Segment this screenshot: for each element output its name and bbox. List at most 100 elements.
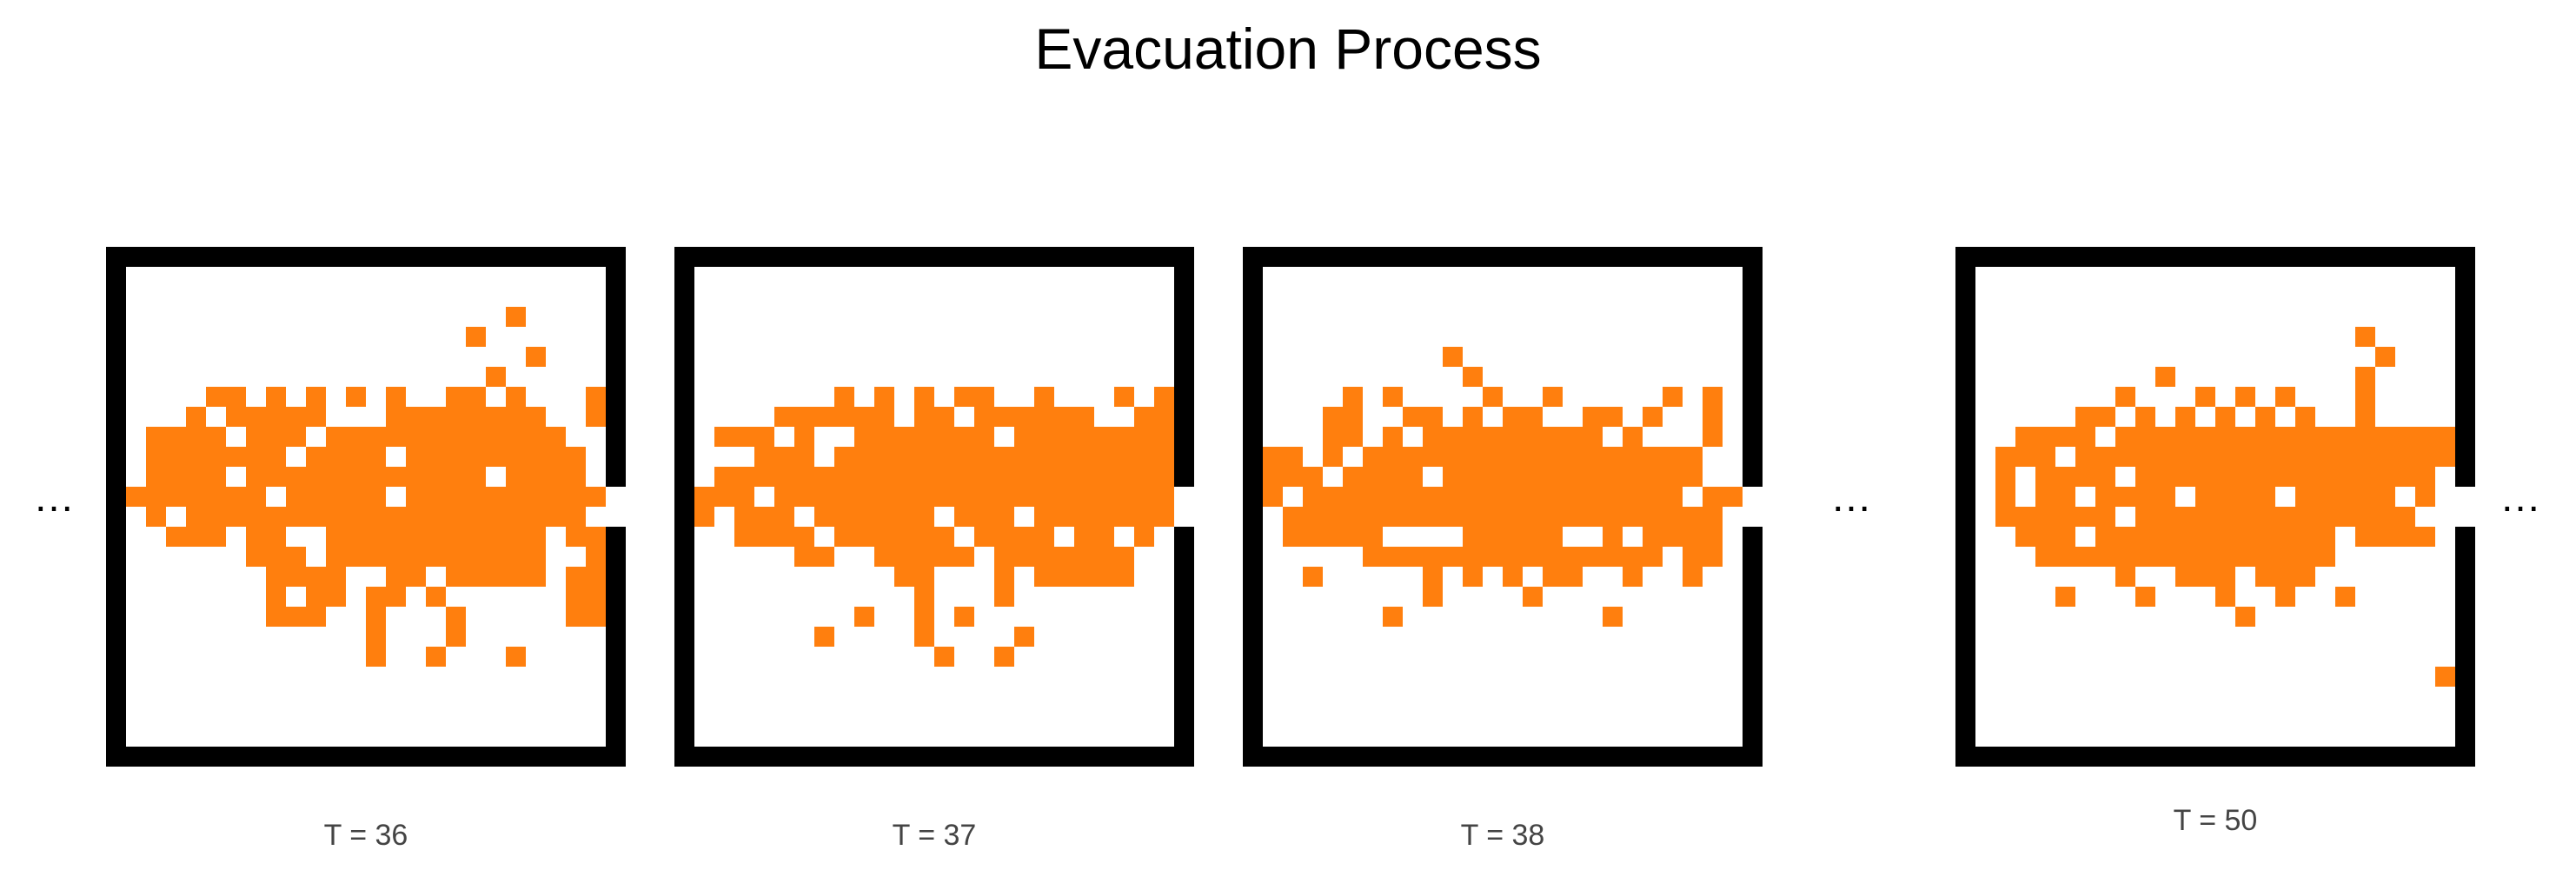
agent-cell — [994, 407, 1014, 427]
agent-cell — [1303, 507, 1323, 527]
agent-cell — [1443, 467, 1463, 487]
agent-cell — [854, 407, 874, 427]
wall-right-upper — [2455, 247, 2475, 487]
agent-cell — [1563, 447, 1583, 467]
agent-cell — [2195, 507, 2215, 527]
agent-cell — [226, 387, 246, 407]
agent-cell — [1643, 527, 1663, 547]
agent-cell — [186, 407, 206, 427]
agent-cell — [754, 507, 774, 527]
agent-cell — [466, 447, 486, 467]
agent-cell — [1283, 467, 1303, 487]
agent-cell — [1703, 387, 1723, 407]
agent-cell — [386, 387, 406, 407]
agent-cell — [1643, 507, 1663, 527]
agent-cell — [1134, 467, 1154, 487]
agent-cell — [974, 387, 994, 407]
agent-cell — [546, 427, 566, 447]
agent-cell — [146, 427, 166, 447]
agent-cell — [2075, 427, 2095, 447]
agent-cell — [1483, 427, 1503, 447]
agent-cell — [1074, 447, 1094, 467]
agent-cell — [2275, 427, 2295, 447]
agent-cell — [834, 467, 854, 487]
agent-cell — [2235, 387, 2255, 407]
agent-cell — [226, 407, 246, 427]
agent-cell — [1383, 447, 1403, 467]
agent-cell — [1154, 507, 1174, 527]
agent-cell — [854, 487, 874, 507]
room-panel: T = 37 — [674, 247, 1194, 852]
agent-cell — [1383, 607, 1403, 627]
agent-cell — [2175, 567, 2195, 587]
agent-cell — [346, 427, 366, 447]
agent-cell — [714, 467, 734, 487]
agent-cell — [306, 407, 326, 427]
agent-cell — [2035, 447, 2055, 467]
agent-cell — [246, 507, 266, 527]
agent-cell — [894, 507, 914, 527]
agent-cell — [366, 507, 386, 527]
agent-cell — [526, 507, 546, 527]
agent-cell — [1483, 447, 1503, 467]
agent-cell — [1563, 507, 1583, 527]
agent-cell — [1583, 447, 1603, 467]
agent-cell — [506, 307, 526, 327]
agent-cell — [406, 487, 426, 507]
agent-cell — [2055, 587, 2075, 607]
agent-cell — [246, 407, 266, 427]
agent-cell — [894, 487, 914, 507]
agent-cell — [2055, 507, 2075, 527]
agent-cell — [794, 467, 814, 487]
agent-cell — [714, 487, 734, 507]
agent-cell — [266, 507, 286, 527]
agent-cell — [2115, 387, 2135, 407]
agent-cell — [466, 507, 486, 527]
wall-right-upper — [606, 247, 626, 487]
agent-cell — [994, 567, 1014, 587]
agent-cell — [774, 467, 794, 487]
agent-cell — [1643, 547, 1663, 567]
agent-cell — [2055, 527, 2075, 547]
agent-cell — [2435, 667, 2455, 687]
wall-right-lower — [1174, 527, 1194, 767]
agent-cell — [2055, 467, 2075, 487]
agent-cell — [2135, 467, 2155, 487]
agent-cell — [2155, 427, 2175, 447]
wall-top — [674, 247, 1194, 267]
agent-cell — [1014, 467, 1034, 487]
agent-cell — [1363, 447, 1383, 467]
agent-cell — [1463, 367, 1483, 387]
agent-cell — [1503, 527, 1523, 547]
agent-cell — [1703, 527, 1723, 547]
agent-cell — [566, 587, 586, 607]
agent-cell — [834, 527, 854, 547]
agent-cell — [2115, 547, 2135, 567]
agent-cell — [426, 547, 446, 567]
agent-cell — [1343, 507, 1363, 527]
agent-cell — [2195, 427, 2215, 447]
agent-cell — [2415, 487, 2435, 507]
agent-cell — [146, 447, 166, 467]
agent-cell — [934, 547, 954, 567]
agent-cell — [934, 487, 954, 507]
agent-cell — [1263, 447, 1283, 467]
agent-cell — [834, 387, 854, 407]
agent-cell — [426, 427, 446, 447]
agent-cell — [1483, 387, 1503, 407]
agent-cell — [366, 447, 386, 467]
agent-cell — [566, 567, 586, 587]
agent-cell — [2375, 527, 2395, 547]
agent-cell — [1683, 447, 1703, 467]
agent-cell — [1623, 487, 1643, 507]
agent-cell — [2415, 467, 2435, 487]
agent-cell — [1363, 467, 1383, 487]
agent-cell — [1583, 487, 1603, 507]
agent-cell — [734, 467, 754, 487]
agent-cell — [1014, 627, 1034, 647]
agent-cell — [794, 527, 814, 547]
agent-cell — [206, 447, 226, 467]
agent-cell — [1683, 507, 1703, 527]
agent-cell — [2075, 407, 2095, 427]
agent-cell — [2235, 447, 2255, 467]
